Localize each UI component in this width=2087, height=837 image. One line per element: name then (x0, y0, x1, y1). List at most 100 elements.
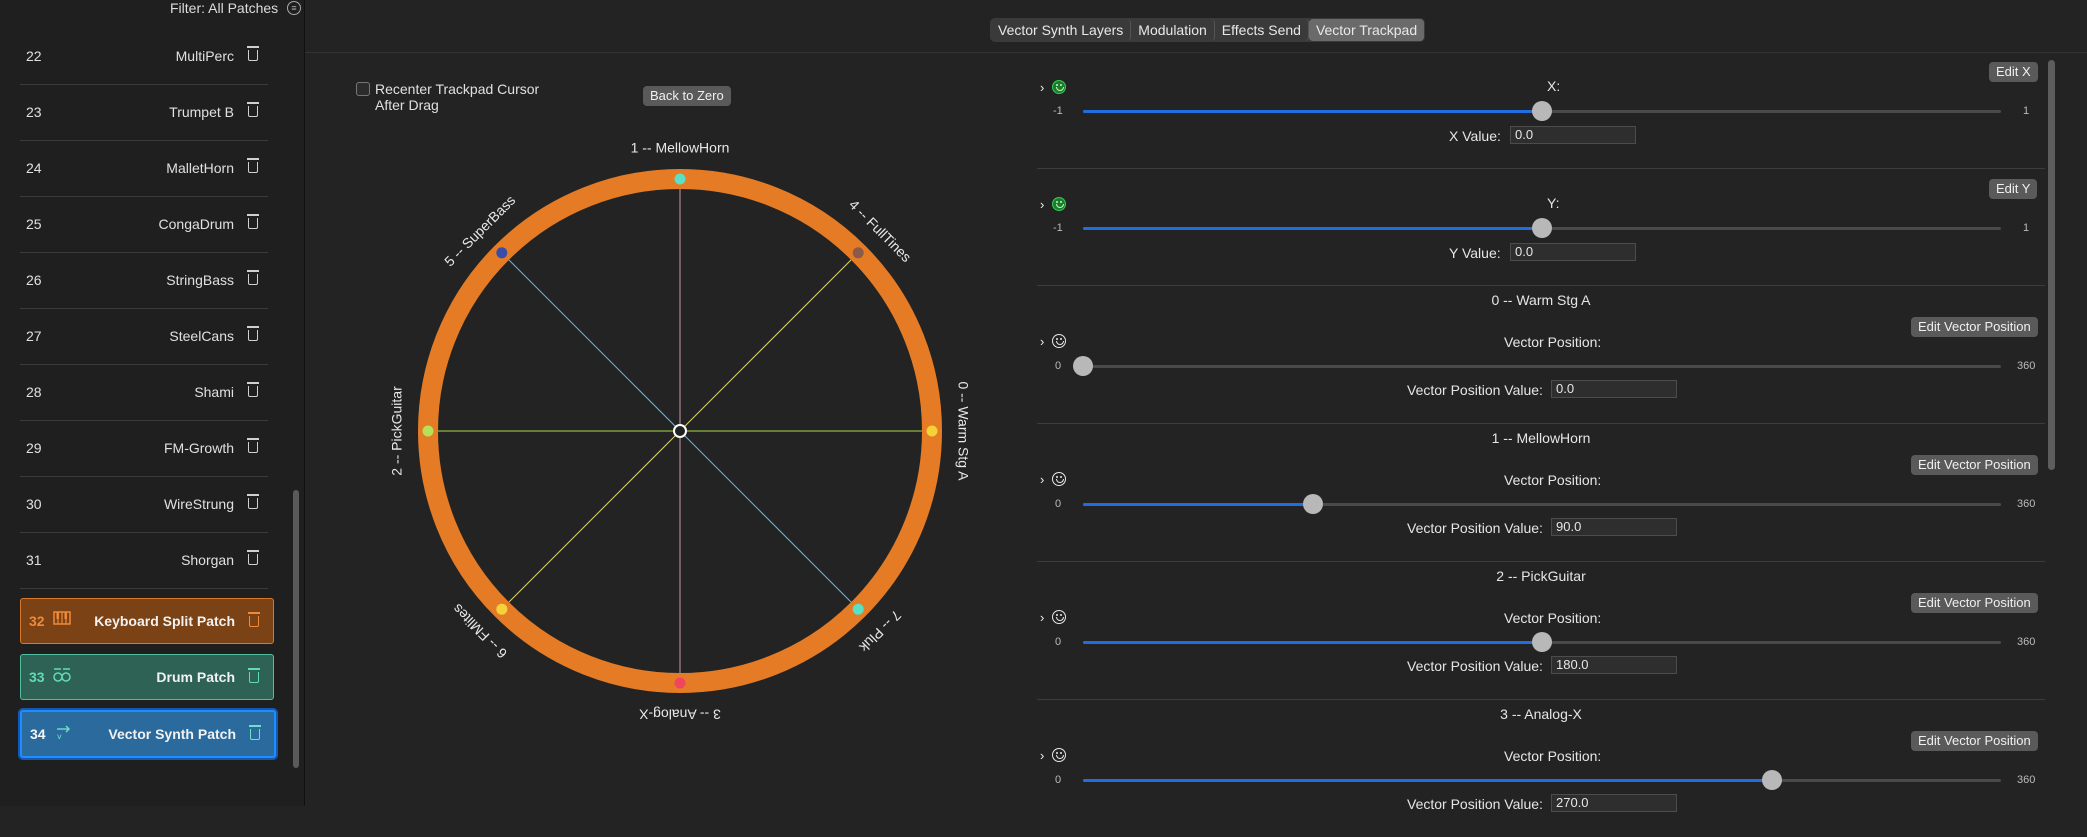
vector-position-value-label: Vector Position Value: (1407, 796, 1543, 812)
smiley-icon[interactable] (1052, 197, 1066, 211)
trash-icon[interactable] (246, 550, 260, 566)
patch-name: Trumpet B (169, 104, 234, 120)
vector-min-label: 0 (1055, 636, 1062, 648)
patch-name: MultiPerc (175, 48, 234, 64)
chevron-right-icon[interactable]: › (1040, 748, 1045, 763)
tab-vector-trackpad[interactable]: Vector Trackpad (1308, 19, 1425, 41)
patch-row-22[interactable]: 22 MultiPerc (20, 28, 268, 85)
y-slider-thumb[interactable] (1532, 218, 1552, 238)
vector-slider-fill (1083, 641, 1542, 644)
y-value-field[interactable]: 0.0 (1510, 243, 1636, 261)
edit-vector-position-button[interactable]: Edit Vector Position (1911, 455, 2038, 475)
x-value-field[interactable]: 0.0 (1510, 126, 1636, 144)
vector-slider-thumb[interactable] (1073, 356, 1093, 376)
vector-position-value-field[interactable]: 270.0 (1551, 794, 1677, 812)
tab-vector-synth-layers[interactable]: Vector Synth Layers (991, 19, 1132, 41)
vector-position-slider[interactable] (1073, 356, 2001, 376)
smiley-icon[interactable] (1052, 472, 1066, 486)
trash-icon[interactable] (246, 46, 260, 62)
edit-y-button[interactable]: Edit Y (1989, 179, 2038, 199)
sidebar-scrollbar[interactable] (293, 490, 299, 768)
vector-section-3: 3 -- Analog-X Edit Vector Position › Vec… (1037, 704, 2045, 837)
layer-dot-1[interactable] (674, 173, 686, 185)
patch-row-25[interactable]: 25 CongaDrum (20, 196, 268, 253)
vector-slider-thumb[interactable] (1761, 770, 1782, 790)
trash-icon[interactable] (246, 214, 260, 230)
vector-position-slider[interactable] (1083, 770, 2001, 790)
filter-icon[interactable]: ≡ (287, 1, 301, 15)
vector-position-value-field[interactable]: 180.0 (1551, 656, 1677, 674)
patch-row-23[interactable]: 23 Trumpet B (20, 84, 268, 141)
vector-position-slider[interactable] (1083, 494, 2001, 514)
tab-divider (305, 52, 2087, 53)
y-min-label: -1 (1053, 222, 1063, 234)
layer-dot-7[interactable] (852, 603, 864, 615)
layer-dot-4[interactable] (852, 247, 864, 259)
layer-dot-0[interactable] (926, 425, 938, 437)
vector-slider-thumb[interactable] (1532, 632, 1552, 652)
x-slider[interactable] (1083, 101, 2001, 121)
patch-row-30[interactable]: 30 WireStrung (20, 476, 268, 533)
trash-icon[interactable] (247, 668, 261, 684)
vector-position-value-field[interactable]: 90.0 (1551, 518, 1677, 536)
patch-number: 23 (26, 104, 42, 120)
patch-row-27[interactable]: 27 SteelCans (20, 308, 268, 365)
trackpad-cursor (673, 424, 687, 438)
edit-vector-position-button[interactable]: Edit Vector Position (1911, 317, 2038, 337)
patch-row-28[interactable]: 28 Shami (20, 364, 268, 421)
vector-position-value-label: Vector Position Value: (1407, 382, 1543, 398)
back-to-zero-button[interactable]: Back to Zero (643, 86, 731, 106)
trash-icon[interactable] (246, 102, 260, 118)
trash-icon[interactable] (246, 494, 260, 510)
trash-icon[interactable] (246, 270, 260, 286)
tab-modulation[interactable]: Modulation (1131, 19, 1215, 41)
vector-min-label: 0 (1055, 360, 1062, 372)
x-min-label: -1 (1053, 105, 1063, 117)
y-slider[interactable] (1083, 218, 2001, 238)
patch-row-31[interactable]: 31 Shorgan (20, 532, 268, 589)
layer-dot-2[interactable] (422, 425, 434, 437)
trash-icon[interactable] (248, 725, 262, 741)
trash-icon[interactable] (246, 158, 260, 174)
smiley-icon[interactable] (1052, 80, 1066, 94)
patch-row-26[interactable]: 26 StringBass (20, 252, 268, 309)
layer-dot-5[interactable] (496, 247, 508, 259)
patch-row-keyboard-split[interactable]: 32 Keyboard Split Patch (20, 598, 274, 644)
vector-position-value-field[interactable]: 0.0 (1551, 380, 1677, 398)
trash-icon[interactable] (246, 382, 260, 398)
edit-x-button[interactable]: Edit X (1989, 62, 2038, 82)
tab-effects-send[interactable]: Effects Send (1215, 19, 1309, 41)
patch-row-24[interactable]: 24 MalletHorn (20, 140, 268, 197)
patch-row-29[interactable]: 29 FM-Growth (20, 420, 268, 477)
chevron-right-icon[interactable]: › (1040, 197, 1045, 212)
vector-parameter-panel: Edit X › X: -1 1 X Value: 0.0 Edit Y › Y… (1037, 58, 2047, 812)
patch-row-drum[interactable]: 33 Drum Patch (20, 654, 274, 700)
chevron-right-icon[interactable]: › (1040, 80, 1045, 95)
chevron-right-icon[interactable]: › (1040, 334, 1045, 349)
patch-number: 26 (26, 272, 42, 288)
patch-number: 25 (26, 216, 42, 232)
smiley-icon[interactable] (1052, 610, 1066, 624)
trash-icon[interactable] (246, 326, 260, 342)
layer-dot-6[interactable] (496, 603, 508, 615)
trash-icon[interactable] (246, 438, 260, 454)
patch-row-vector-synth[interactable]: 34 v Vector Synth Patch (20, 710, 276, 758)
panel-scrollbar[interactable] (2048, 60, 2055, 470)
chevron-right-icon[interactable]: › (1040, 610, 1045, 625)
layer-dot-3[interactable] (674, 677, 686, 689)
trash-icon[interactable] (247, 612, 261, 628)
smiley-icon[interactable] (1052, 334, 1066, 348)
x-slider-thumb[interactable] (1532, 101, 1552, 121)
chevron-right-icon[interactable]: › (1040, 472, 1045, 487)
filter-label[interactable]: Filter: All Patches (170, 0, 279, 16)
vector-slider-thumb[interactable] (1302, 494, 1323, 514)
vector-position-slider[interactable] (1083, 632, 2001, 652)
layer-label-2: 2 -- PickGuitar (389, 386, 405, 476)
vector-slider-fill (1083, 503, 1313, 506)
vector-trackpad[interactable]: 0 -- Warm Stg A 1 -- MellowHorn 2 -- PickG… (360, 130, 1000, 730)
edit-vector-position-button[interactable]: Edit Vector Position (1911, 731, 2038, 751)
patch-name: CongaDrum (158, 216, 234, 232)
smiley-icon[interactable] (1052, 748, 1066, 762)
edit-vector-position-button[interactable]: Edit Vector Position (1911, 593, 2038, 613)
recenter-checkbox[interactable] (356, 82, 370, 96)
